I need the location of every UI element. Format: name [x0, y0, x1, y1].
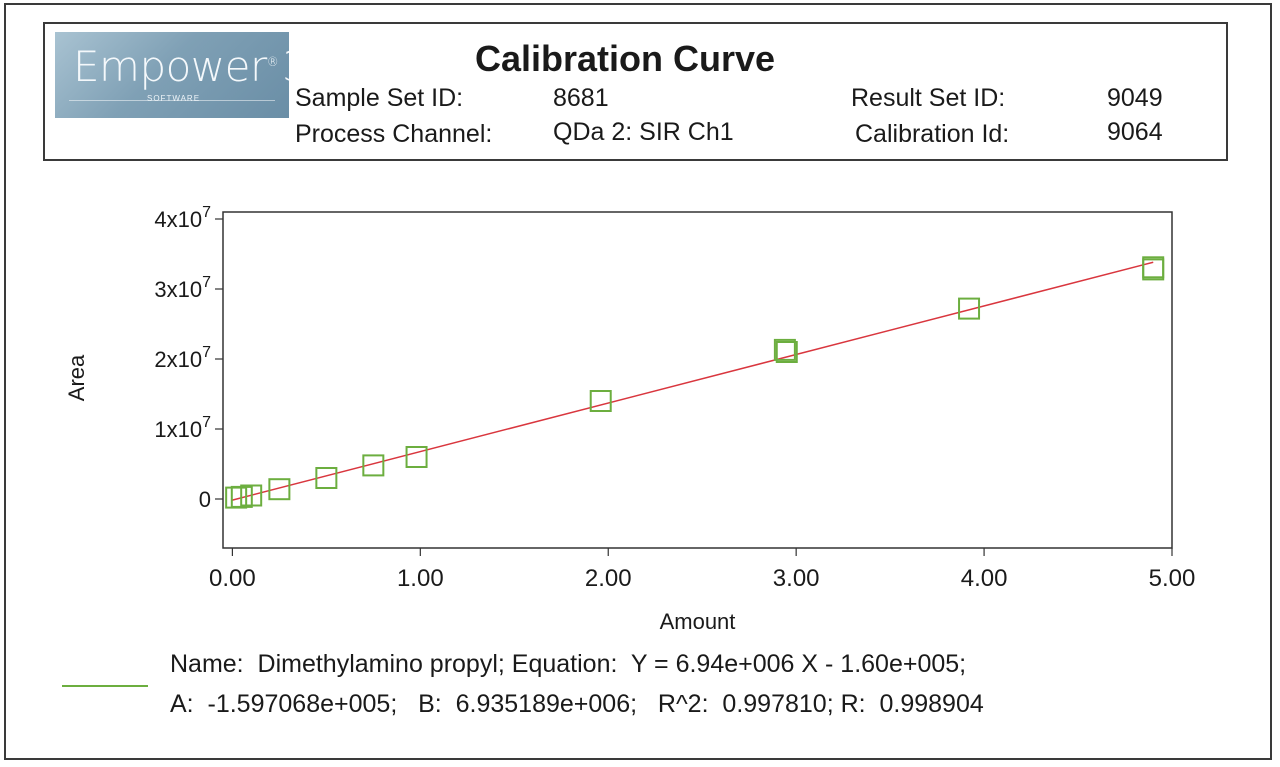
- legend-equation-line-1: Name: Dimethylamino propyl; Equation: Y …: [170, 650, 967, 678]
- data-point: [405, 446, 428, 468]
- y-tick-label: 4x107: [154, 204, 211, 232]
- plot-area: [222, 211, 1173, 549]
- empower-logo: Empower®3 SOFTWARE: [55, 32, 289, 118]
- report-title: Calibration Curve: [475, 38, 776, 79]
- data-point: [240, 484, 263, 507]
- data-point: [589, 390, 612, 412]
- data-point: [1142, 258, 1165, 281]
- x-tick-label: 4.00: [961, 565, 1008, 592]
- x-tick-label: 2.00: [585, 565, 632, 592]
- report-frame: [4, 3, 1272, 760]
- calibration-id-label: Calibration Id:: [855, 120, 1010, 148]
- y-tick-label: 2x107: [154, 344, 211, 372]
- x-tick-label: 5.00: [1149, 565, 1196, 592]
- x-axis-label: Amount: [660, 609, 736, 634]
- data-point: [268, 478, 291, 501]
- y-tick-label: 1x107: [154, 414, 211, 442]
- process-channel-value: QDa 2: SIR Ch1: [553, 118, 734, 146]
- y-axis-label: Area: [64, 354, 89, 401]
- data-point: [315, 467, 338, 489]
- x-tick-label: 0.00: [209, 565, 256, 592]
- logo-divider: [69, 100, 275, 101]
- y-tick-label: 3x107: [154, 274, 211, 302]
- result-set-label: Result Set ID:: [851, 84, 1006, 112]
- data-point: [362, 454, 385, 477]
- sample-set-value: 8681: [553, 84, 609, 112]
- data-point: [775, 341, 798, 363]
- data-point: [773, 338, 796, 361]
- y-tick-label: 0: [199, 487, 211, 512]
- calibration-id-value: 9064: [1107, 118, 1163, 146]
- result-set-value: 9049: [1107, 84, 1163, 112]
- logo-text: Empower®3: [73, 42, 289, 91]
- legend-equation-line-2: A: -1.597068e+005; B: 6.935189e+006; R^2…: [170, 690, 984, 718]
- process-channel-label: Process Channel:: [295, 120, 493, 148]
- x-tick-label: 3.00: [773, 565, 820, 592]
- sample-set-label: Sample Set ID:: [295, 84, 464, 112]
- data-point: [958, 297, 981, 320]
- x-tick-label: 1.00: [397, 565, 444, 592]
- fit-line: [232, 261, 1154, 501]
- report-header: Empower®3 SOFTWARE Calibration Curve Sam…: [43, 22, 1228, 161]
- legend-swatch: [62, 685, 148, 687]
- logo-subtitle: SOFTWARE: [147, 94, 201, 103]
